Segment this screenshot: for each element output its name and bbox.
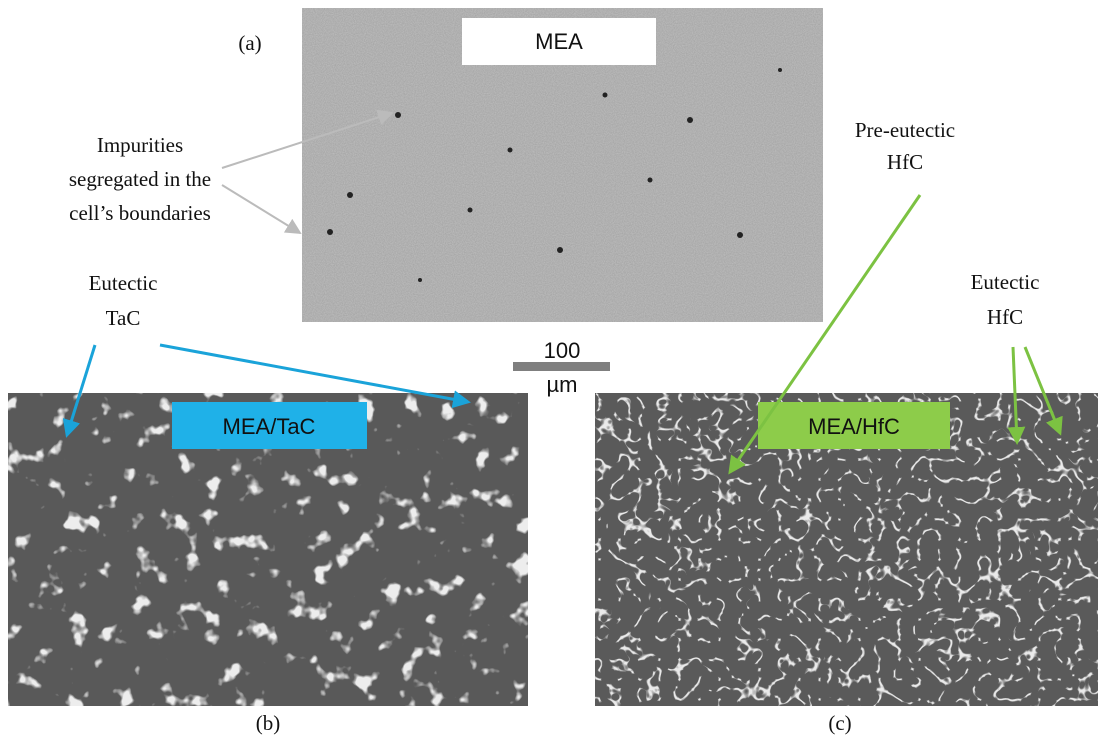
annotation: segregated in the: [69, 167, 211, 191]
label-box: [758, 402, 950, 449]
annotation: HfC: [987, 305, 1023, 329]
annotation: Eutectic: [89, 271, 158, 295]
impurity-dots: [327, 68, 782, 282]
arrow: [1023, 346, 1063, 436]
panel-letter: (a): [238, 31, 261, 55]
panel-letter: (c): [828, 711, 851, 735]
panel-c: MEA/HfC (c) Pre-eutectic HfC Eutectic Hf…: [595, 118, 1098, 735]
label-box: [462, 18, 656, 65]
arrow: [728, 194, 922, 475]
arrow: [1007, 346, 1026, 445]
panel-label: MEA/TaC: [223, 414, 316, 439]
annotation: TaC: [106, 306, 141, 330]
annotation: Eutectic: [971, 270, 1040, 294]
scale-bar: [513, 362, 610, 371]
arrow: [221, 109, 394, 169]
label-box: [172, 402, 367, 449]
annotation: Impurities: [97, 133, 183, 157]
annotation: Pre-eutectic: [855, 118, 955, 142]
annotation: cell’s boundaries: [69, 201, 211, 225]
annotation: HfC: [887, 150, 923, 174]
panel-a: MEA (a) Impurities segregated in the cel…: [69, 8, 823, 322]
scale-value: 100: [544, 338, 581, 363]
arrow: [62, 344, 97, 438]
panel-label: MEA/HfC: [808, 414, 900, 439]
panel-b: MEA/TaC (b) Eutectic TaC: [8, 271, 528, 735]
panel-label: MEA: [535, 29, 583, 54]
scale-unit: µm: [546, 372, 577, 397]
arrow: [221, 184, 302, 235]
arrow: [159, 343, 471, 409]
panel-letter: (b): [256, 711, 281, 735]
